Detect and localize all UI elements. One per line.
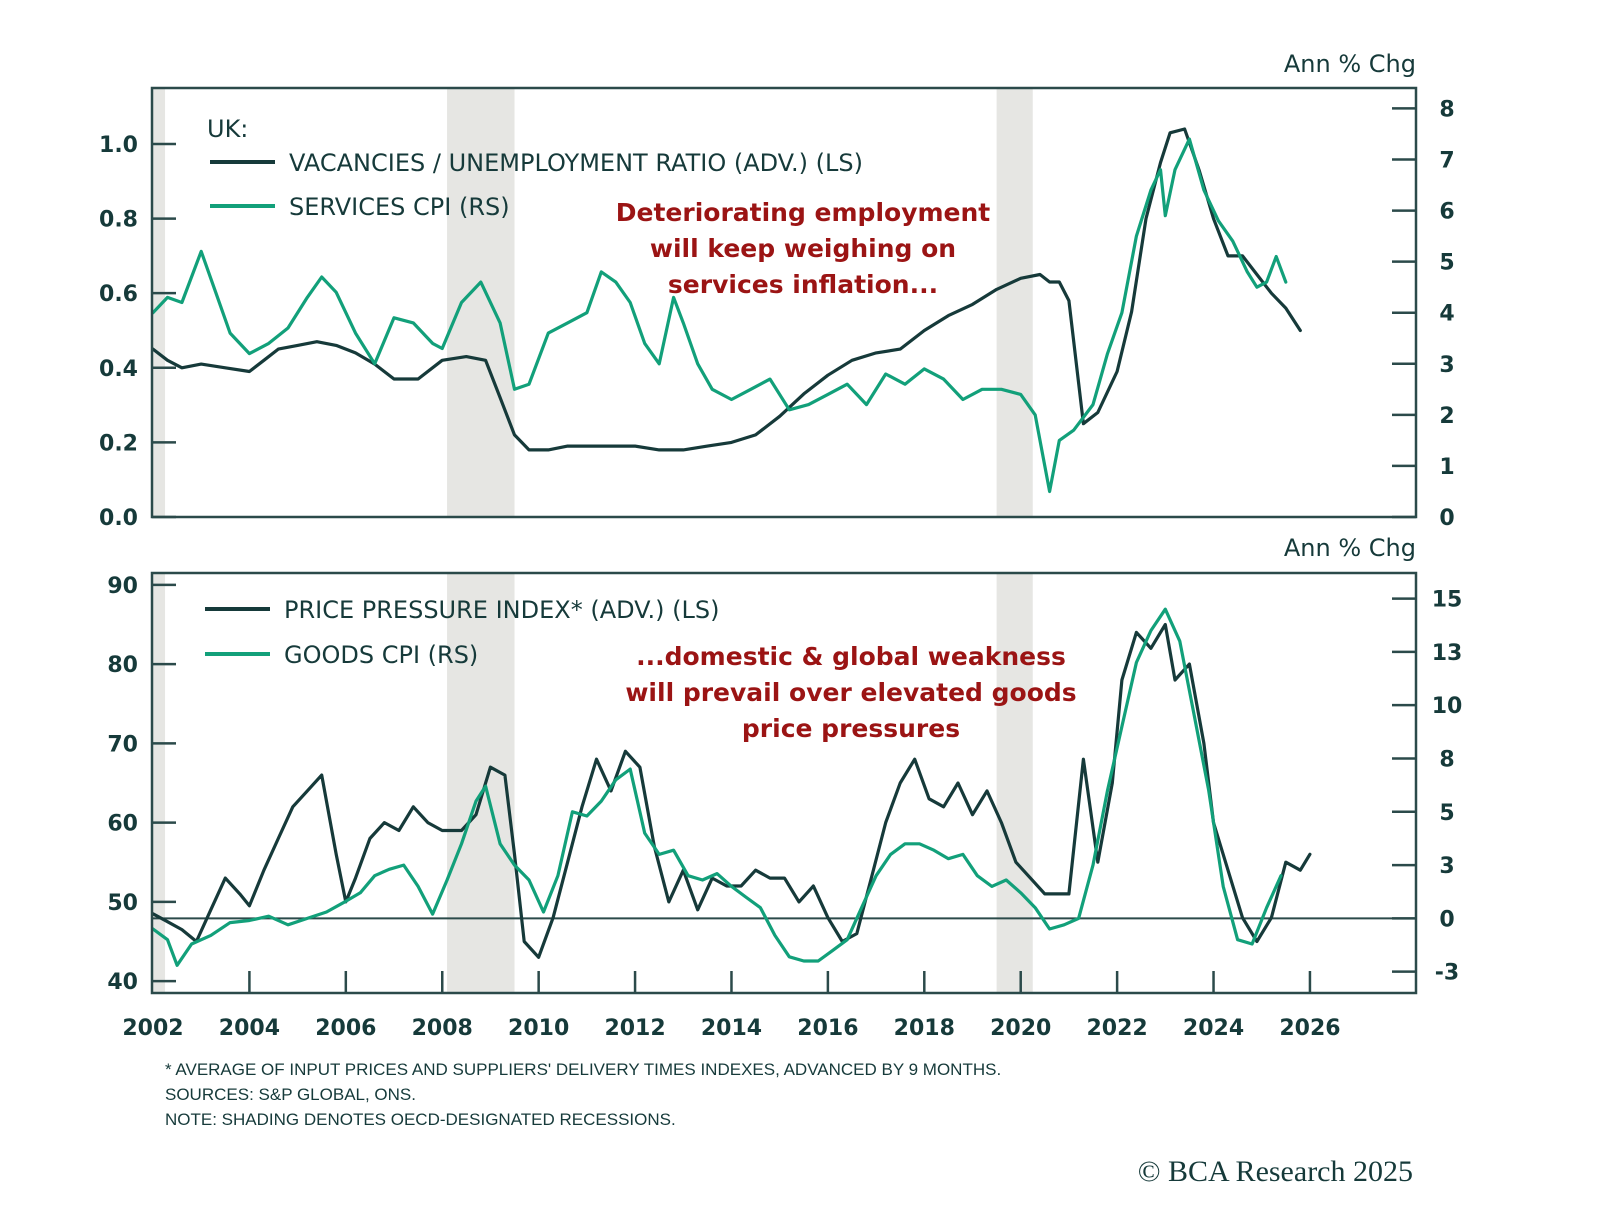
left-tick-label: 0.4 (99, 357, 138, 382)
x-axis: 2002 2004 2006 2008 2010 2012 2014 2016 2018 2020… (122, 971, 1341, 1041)
right-tick-label: 1 (1439, 455, 1454, 480)
right-tick-label: 10 (1432, 694, 1463, 719)
bottom-recession-shading (153, 573, 1033, 993)
bottom-series-lines (151, 607, 1312, 967)
top-right-axis: 0 1 2 3 4 5 6 7 8 (1392, 97, 1455, 531)
right-tick-label: 4 (1439, 302, 1454, 327)
x-tick-label: 2024 (1183, 1016, 1244, 1041)
left-tick-label: 70 (107, 732, 138, 757)
top-annotation-line-2: will keep weighing on (650, 234, 956, 263)
bottom-right-unit-label: Ann % Chg (1284, 534, 1416, 562)
bottom-annotation-line-2: will prevail over elevated goods (625, 678, 1076, 707)
right-tick-label: 5 (1439, 801, 1454, 826)
recession-band (447, 573, 515, 993)
series-line-green (151, 607, 1283, 967)
bottom-plot-frame (150, 571, 1418, 995)
top-legend-title: UK: (207, 115, 248, 143)
footnote-sources: SOURCES: S&P GLOBAL, ONS. (165, 1085, 416, 1104)
top-right-unit-label: Ann % Chg (1284, 50, 1416, 78)
right-tick-label: 2 (1439, 404, 1454, 429)
left-tick-label: 1.0 (99, 133, 138, 158)
x-tick-label: 2002 (122, 1016, 183, 1041)
left-tick-label: 90 (107, 574, 138, 599)
right-tick-label: 5 (1439, 251, 1454, 276)
bottom-annotation-line-3: price pressures (742, 714, 960, 743)
right-tick-label: 15 (1432, 588, 1463, 613)
left-tick-label: 0.2 (99, 431, 138, 456)
recession-band (996, 573, 1033, 993)
right-tick-label: 7 (1439, 149, 1454, 174)
x-tick-label: 2026 (1279, 1016, 1340, 1041)
x-tick-label: 2018 (894, 1016, 955, 1041)
right-tick-label: 13 (1432, 641, 1463, 666)
x-tick-label: 2014 (701, 1016, 762, 1041)
bottom-annotation-line-1: ...domestic & global weakness (636, 642, 1066, 671)
copyright: © BCA Research 2025 (1138, 1155, 1413, 1188)
recession-band (153, 573, 166, 993)
x-tick-label: 2004 (219, 1016, 280, 1041)
x-tick-label: 2020 (990, 1016, 1051, 1041)
right-tick-label: 8 (1439, 97, 1454, 122)
x-tick-label: 2006 (315, 1016, 376, 1041)
left-tick-label: 60 (107, 812, 138, 837)
footnote-definition: * AVERAGE OF INPUT PRICES AND SUPPLIERS'… (165, 1060, 1001, 1079)
top-recession-shading (153, 88, 1033, 517)
top-legend-label-vu-ratio: VACANCIES / UNEMPLOYMENT RATIO (ADV.) (L… (289, 149, 863, 177)
right-tick-label: -3 (1435, 961, 1459, 986)
x-tick-label: 2010 (508, 1016, 569, 1041)
bottom-right-axis: -3 0 3 5 8 10 13 15 (1392, 588, 1462, 986)
left-tick-label: 0.6 (99, 282, 138, 307)
x-tick-label: 2012 (604, 1016, 665, 1041)
top-series-lines (151, 127, 1302, 494)
series-line-dark (151, 622, 1312, 959)
x-tick-label: 2016 (797, 1016, 858, 1041)
bottom-left-axis: 40 50 60 70 80 90 (107, 574, 176, 995)
recession-band (447, 88, 515, 517)
right-tick-label: 3 (1439, 854, 1454, 879)
right-tick-label: 6 (1439, 200, 1454, 225)
recession-band (996, 88, 1033, 517)
top-plot-frame (150, 86, 1418, 519)
bottom-legend-label-price-pressure: PRICE PRESSURE INDEX* (ADV.) (LS) (284, 596, 719, 624)
top-annotation-line-3: services inflation... (668, 270, 938, 299)
recession-band (153, 88, 166, 517)
x-tick-label: 2008 (412, 1016, 473, 1041)
right-tick-label: 8 (1439, 747, 1454, 772)
right-tick-label: 3 (1439, 353, 1454, 378)
left-tick-label: 80 (107, 653, 138, 678)
top-panel: 0.0 0.2 0.4 0.6 0.8 1.0 0 1 2 3 4 5 6 7 8 Ann % Chg U… (99, 50, 1455, 531)
right-tick-label: 0 (1439, 506, 1454, 531)
bottom-legend-label-goods-cpi: GOODS CPI (RS) (284, 641, 478, 669)
left-tick-label: 0.0 (99, 506, 138, 531)
series-line-green (151, 137, 1288, 494)
left-tick-label: 0.8 (99, 208, 138, 233)
right-tick-label: 0 (1439, 907, 1454, 932)
top-annotation-line-1: Deteriorating employment (616, 198, 991, 227)
footnote-shading-note: NOTE: SHADING DENOTES OECD-DESIGNATED RE… (165, 1110, 676, 1129)
x-tick-label: 2022 (1087, 1016, 1148, 1041)
top-left-axis: 0.0 0.2 0.4 0.6 0.8 1.0 (99, 133, 176, 531)
left-tick-label: 50 (107, 891, 138, 916)
left-tick-label: 40 (107, 970, 138, 995)
top-legend-label-services-cpi: SERVICES CPI (RS) (289, 193, 510, 221)
